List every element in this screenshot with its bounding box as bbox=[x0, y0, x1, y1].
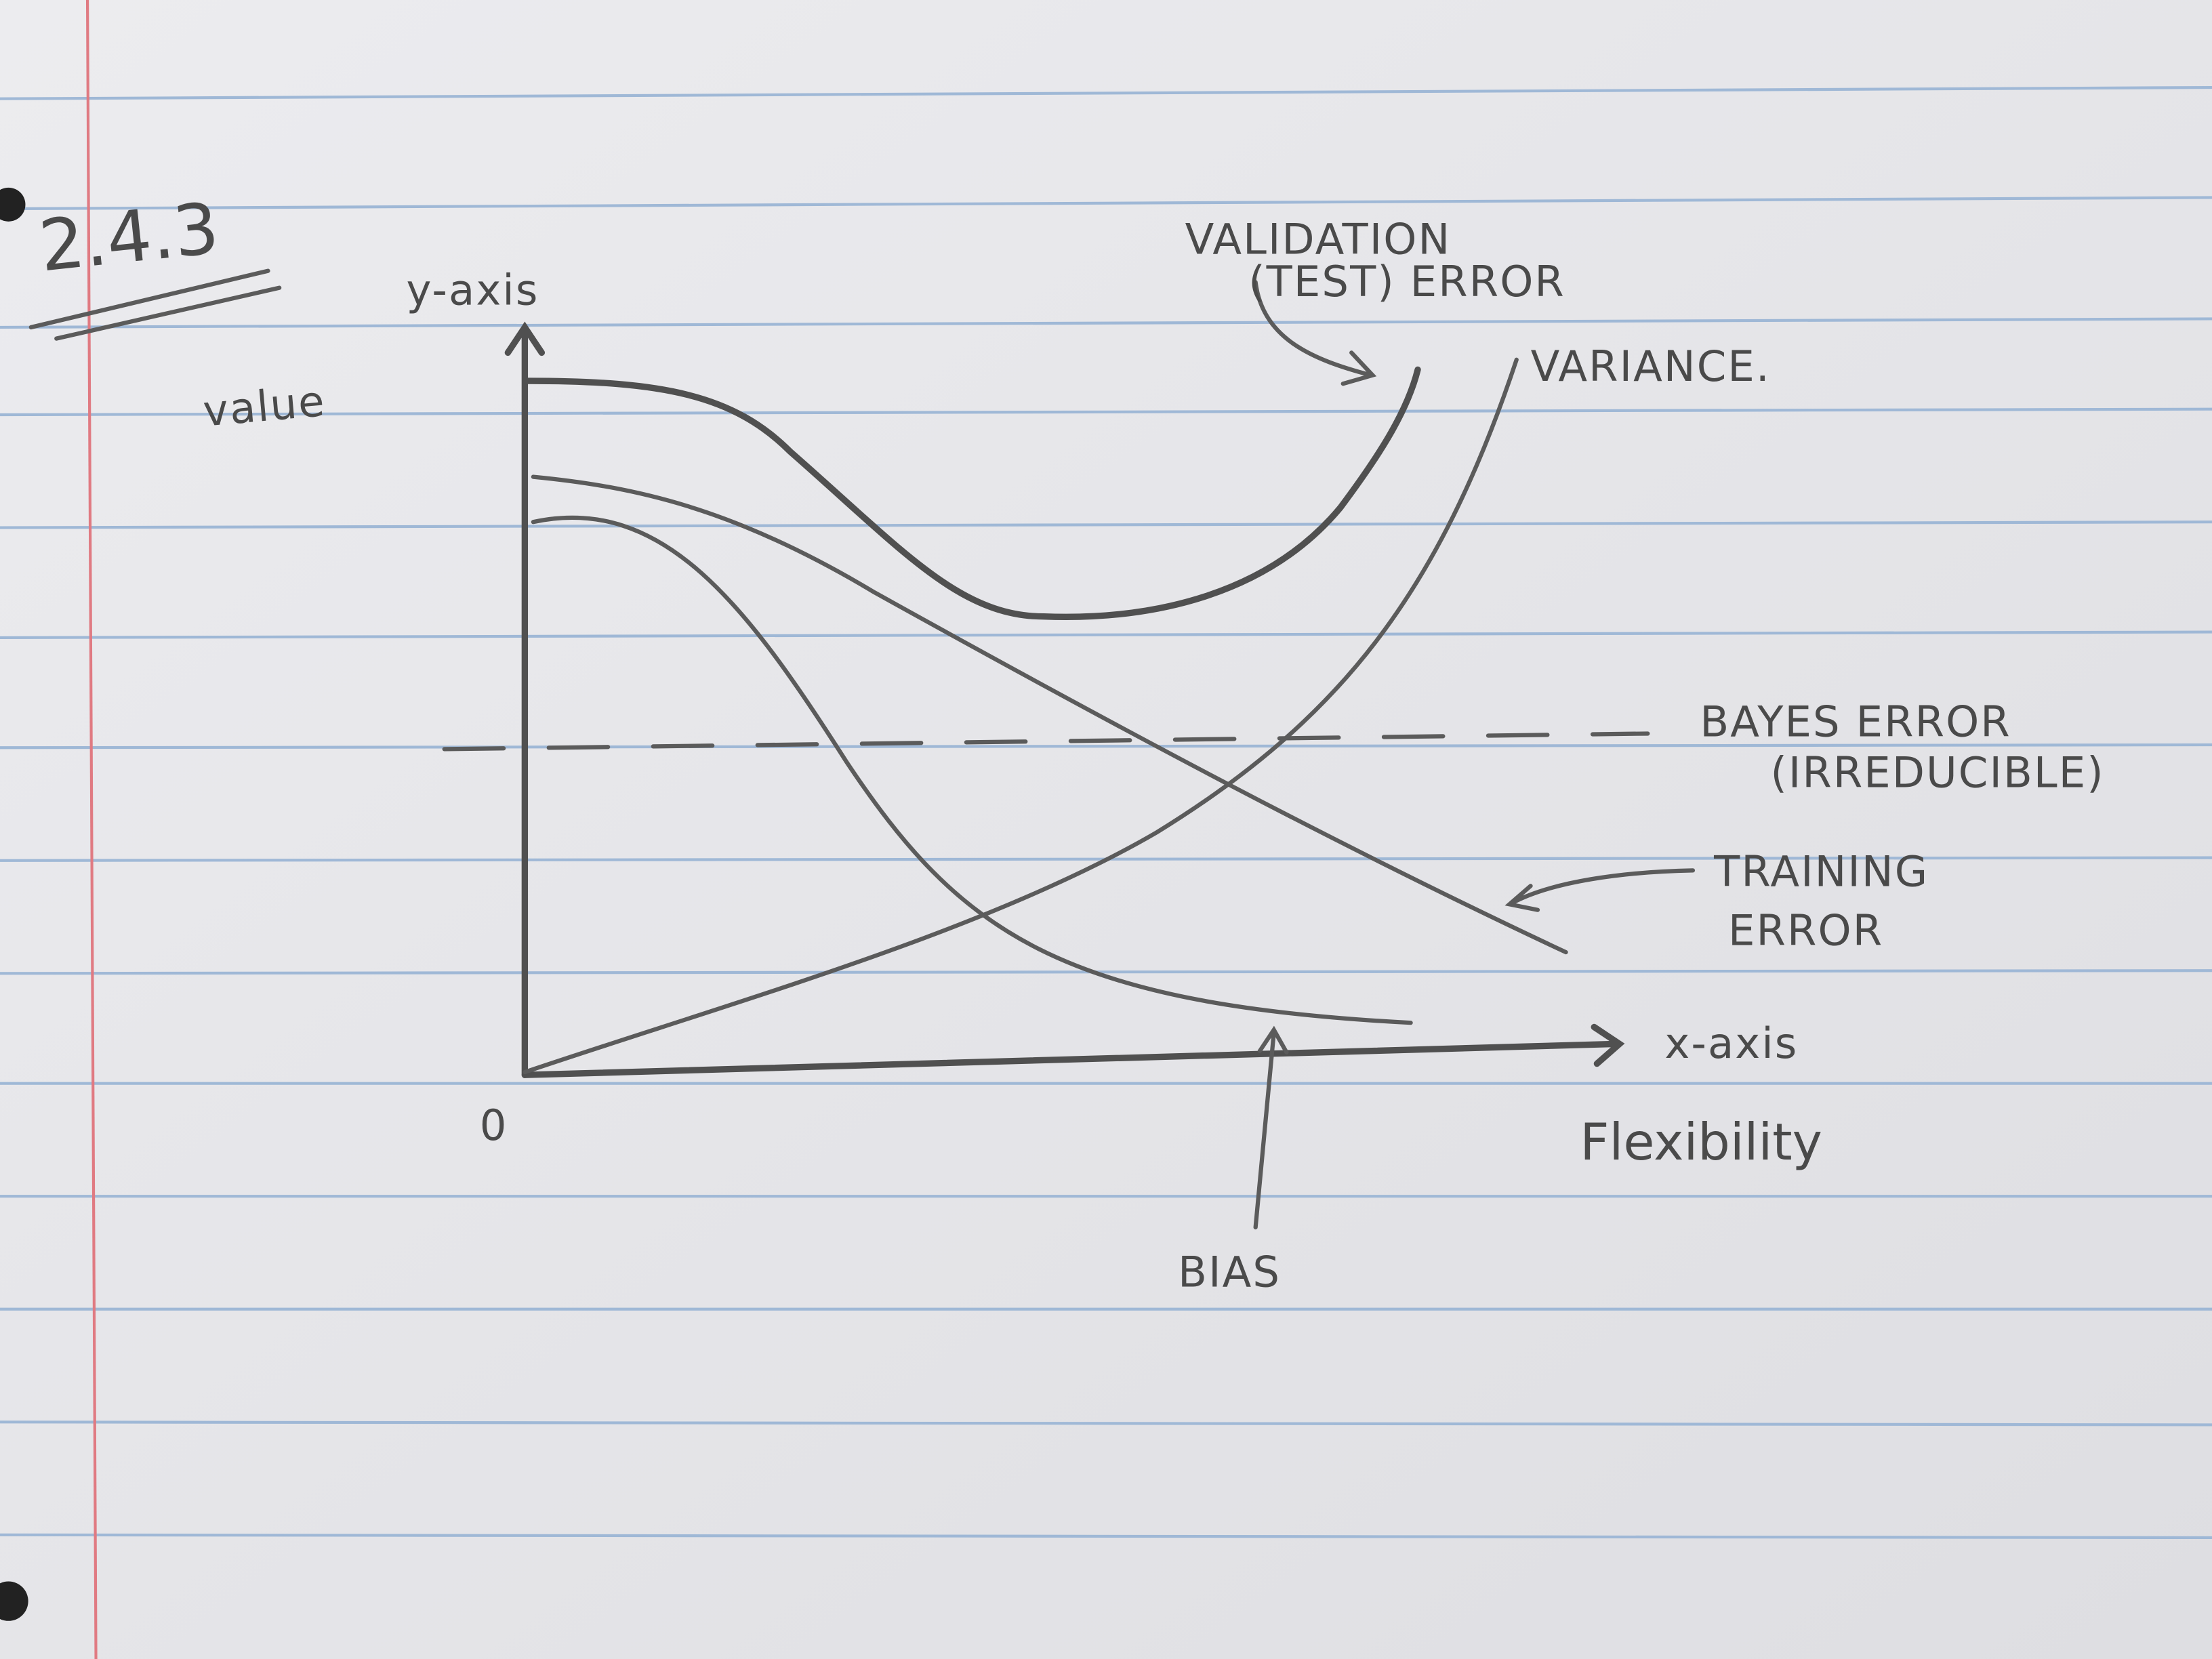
training-label: TRAINING bbox=[1713, 846, 1929, 896]
training-curve bbox=[531, 474, 1568, 955]
x-axis-note: Flexibility bbox=[1580, 1112, 1822, 1172]
margin-line bbox=[85, 0, 98, 1659]
validation-label: (TEST) ERROR bbox=[1248, 257, 1565, 306]
bias-curve bbox=[531, 515, 1413, 1025]
validation-arrow bbox=[1253, 280, 1377, 386]
bias-arrow bbox=[1253, 1025, 1289, 1230]
heading: 2.4.3 bbox=[35, 187, 222, 288]
binder-hole bbox=[0, 1581, 28, 1621]
x-axis-label: x-axis bbox=[1664, 1019, 1798, 1068]
variance-label: VARIANCE. bbox=[1531, 342, 1771, 391]
validation-curve bbox=[524, 366, 1421, 620]
binder-hole bbox=[0, 187, 26, 222]
variance-curve bbox=[523, 357, 1519, 1075]
heading-underline bbox=[28, 268, 282, 341]
bayes-label: (IRREDUCIBLE) bbox=[1770, 748, 2104, 798]
validation-label: VALIDATION bbox=[1185, 215, 1452, 264]
ruled-lines bbox=[0, 85, 2212, 1540]
y-axis bbox=[504, 321, 546, 1078]
x-axis bbox=[521, 1023, 1625, 1078]
y-axis-note: value bbox=[201, 376, 328, 436]
y-axis-label: y-axis bbox=[407, 266, 539, 315]
training-arrow bbox=[1504, 868, 1696, 912]
bias-label: BIAS bbox=[1178, 1247, 1281, 1296]
origin-label: 0 bbox=[480, 1101, 507, 1150]
bayes-label: BAYES ERROR bbox=[1700, 697, 2011, 747]
training-label: ERROR bbox=[1728, 906, 1883, 956]
